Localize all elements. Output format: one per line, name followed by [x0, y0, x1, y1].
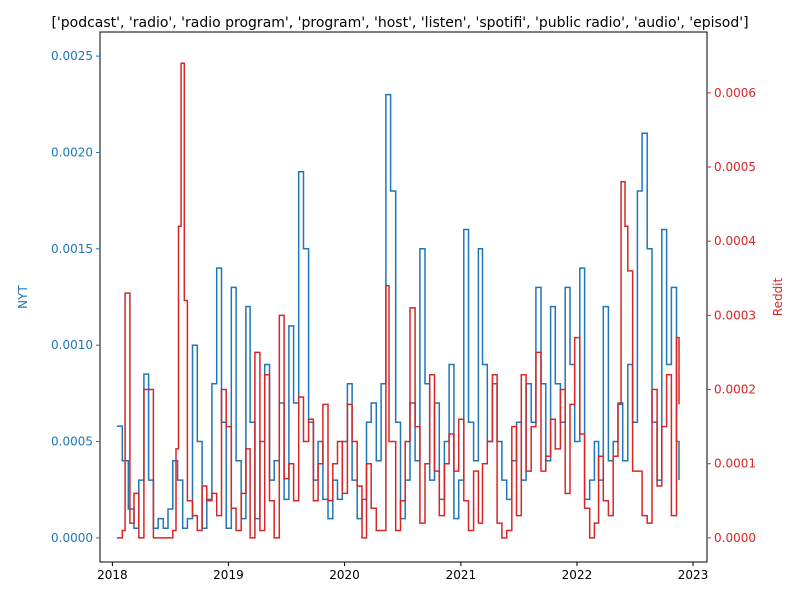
right-axis-label: Reddit: [771, 277, 785, 316]
left-tick-label: 0.0020: [51, 145, 93, 159]
left-axis: 0.0000 0.0005 0.0010 0.0015 0.0020 0.0025: [51, 49, 100, 545]
reddit-series-line: [116, 62, 680, 539]
right-tick-label: 0.0000: [714, 531, 756, 545]
left-axis-label: NYT: [16, 285, 30, 309]
nyt-series-line: [116, 93, 680, 530]
x-tick-label: 2019: [213, 568, 244, 582]
right-tick-label: 0.0001: [714, 457, 756, 471]
left-tick-label: 0.0025: [51, 49, 93, 63]
series-lines: [116, 62, 680, 539]
x-tick-label: 2020: [329, 568, 360, 582]
x-tick-label: 2023: [678, 568, 709, 582]
right-tick-label: 0.0006: [714, 86, 756, 100]
right-tick-label: 0.0002: [714, 383, 756, 397]
left-tick-label: 0.0005: [51, 435, 93, 449]
x-tick-label: 2022: [562, 568, 593, 582]
x-tick-label: 2018: [97, 568, 128, 582]
right-tick-label: 0.0004: [714, 234, 756, 248]
left-tick-label: 0.0000: [51, 531, 93, 545]
plot-frame: [99, 31, 708, 563]
x-axis: 2018 2019 2020 2021 2022 2023: [97, 562, 708, 582]
x-tick-label: 2021: [446, 568, 477, 582]
left-tick-label: 0.0015: [51, 242, 93, 256]
right-tick-label: 0.0005: [714, 160, 756, 174]
right-axis: 0.0000 0.0001 0.0002 0.0003 0.0004 0.0005 0.00…: [707, 86, 756, 545]
chart-title: ['podcast', 'radio', 'radio program', 'p…: [51, 15, 748, 31]
right-tick-label: 0.0003: [714, 308, 756, 322]
left-tick-label: 0.0010: [51, 338, 93, 352]
